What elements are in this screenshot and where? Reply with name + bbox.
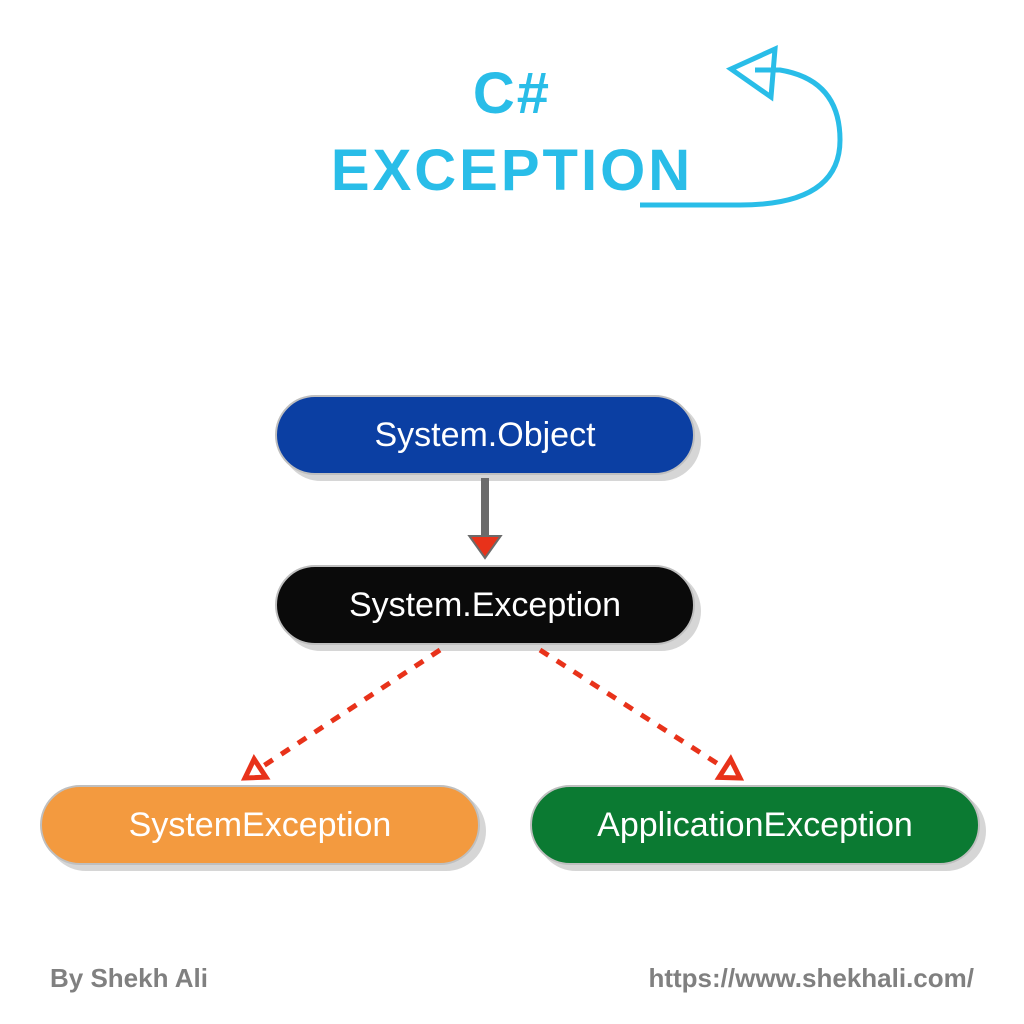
node-label: SystemException xyxy=(129,806,392,845)
footer-author: By Shekh Ali xyxy=(50,963,208,994)
node-label: System.Object xyxy=(374,416,595,455)
curved-loop-arrow-icon xyxy=(0,0,1024,300)
dashed-arrow-left-icon xyxy=(245,650,440,778)
solid-arrow-icon xyxy=(469,478,500,558)
node-systemexception: SystemException xyxy=(40,785,480,865)
node-system-object: System.Object xyxy=(275,395,695,475)
node-label: System.Exception xyxy=(349,586,621,625)
dashed-arrow-right-icon xyxy=(540,650,740,778)
node-applicationexception: ApplicationException xyxy=(530,785,980,865)
node-label: ApplicationException xyxy=(597,806,913,845)
footer-url: https://www.shekhali.com/ xyxy=(648,963,974,994)
node-system-exception: System.Exception xyxy=(275,565,695,645)
